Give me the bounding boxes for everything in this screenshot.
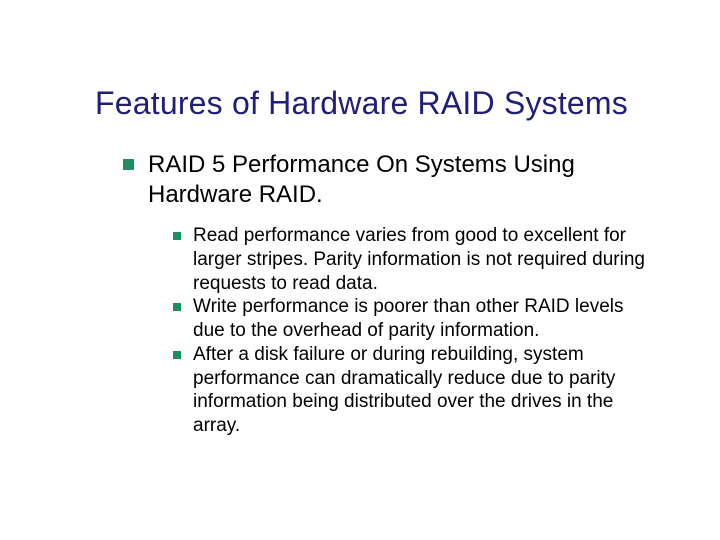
list-item: Read performance varies from good to exc… [173,224,660,295]
slide-container: Features of Hardware RAID Systems RAID 5… [0,0,720,478]
square-bullet-icon [123,159,134,170]
main-bullet-text: RAID 5 Performance On Systems Using Hard… [148,150,660,210]
square-bullet-icon [173,351,181,359]
slide-title: Features of Hardware RAID Systems [95,85,660,122]
list-item: After a disk failure or during rebuildin… [173,343,660,438]
sub-bullet-list: Read performance varies from good to exc… [173,224,660,438]
main-bullet: RAID 5 Performance On Systems Using Hard… [123,150,660,210]
list-item: Write performance is poorer than other R… [173,295,660,343]
square-bullet-icon [173,303,181,311]
sub-bullet-text: After a disk failure or during rebuildin… [193,343,653,438]
sub-bullet-text: Write performance is poorer than other R… [193,295,653,343]
sub-bullet-text: Read performance varies from good to exc… [193,224,653,295]
square-bullet-icon [173,232,181,240]
